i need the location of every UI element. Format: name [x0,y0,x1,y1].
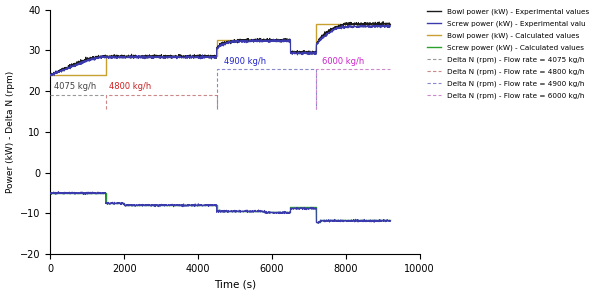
Text: 4800 kg/h: 4800 kg/h [110,82,152,91]
Text: 4075 kg/h: 4075 kg/h [54,82,97,91]
Y-axis label: Power (kW) - Delta N (rpm): Power (kW) - Delta N (rpm) [5,71,14,193]
Text: 6000 kg/h: 6000 kg/h [322,57,364,66]
Text: 4900 kg/h: 4900 kg/h [224,57,266,66]
X-axis label: Time (s): Time (s) [214,279,256,289]
Legend: Bowl power (kW) - Experimental values, Screw power (kW) - Experimental valu, Bow: Bowl power (kW) - Experimental values, S… [427,8,589,99]
